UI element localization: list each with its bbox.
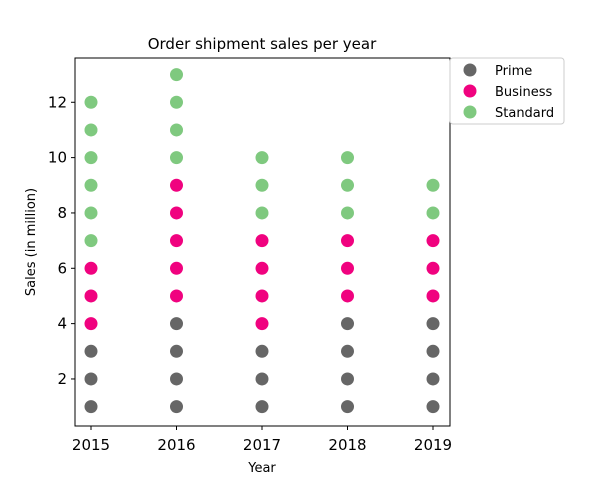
data-point-standard	[84, 123, 98, 137]
data-point-business	[255, 234, 269, 248]
x-tick-label: 2015	[72, 436, 110, 454]
x-axis-title: Year	[247, 461, 276, 476]
data-point-business	[84, 289, 98, 303]
legend-frame	[449, 57, 565, 125]
data-point-prime	[426, 400, 440, 414]
data-point-prime	[170, 400, 183, 414]
data-point-standard	[170, 151, 183, 165]
data-point-prime	[170, 317, 183, 331]
data-point-prime	[84, 400, 98, 414]
data-point-prime	[426, 317, 440, 331]
data-point-prime	[426, 372, 440, 386]
data-point-business	[170, 206, 183, 220]
data-point-business	[341, 261, 354, 275]
legend-label-prime: Prime	[495, 64, 532, 79]
data-point-prime	[84, 344, 98, 358]
y-axis: 2 4 6 8 10 12	[48, 93, 75, 388]
data-point-standard	[84, 234, 98, 248]
chart-title: Order shipment sales per year	[148, 35, 377, 53]
data-point-business	[170, 289, 183, 303]
data-point-standard	[84, 206, 98, 220]
data-point-business	[170, 261, 183, 275]
data-point-business	[170, 234, 183, 248]
data-point-standard	[426, 206, 440, 220]
data-point-prime	[255, 400, 269, 414]
data-point-business	[426, 289, 440, 303]
y-tick-label: 2	[57, 370, 67, 388]
data-point-standard	[84, 178, 98, 192]
x-tick-label: 2019	[414, 436, 452, 454]
y-tick-label: 12	[48, 93, 67, 111]
data-point-standard	[341, 151, 354, 165]
data-point-standard	[84, 151, 98, 165]
legend-label-standard: Standard	[495, 106, 554, 121]
data-point-standard	[170, 123, 183, 137]
plot-area	[84, 68, 440, 414]
legend: Prime Business Standard	[449, 57, 565, 125]
data-point-prime	[341, 344, 354, 358]
data-point-standard	[170, 95, 183, 109]
data-point-standard	[255, 151, 269, 165]
data-point-prime	[84, 372, 98, 386]
x-tick-label: 2016	[157, 436, 195, 454]
x-axis: 2015 2016 2017 2018 2019	[72, 426, 452, 454]
legend-label-business: Business	[495, 85, 553, 100]
data-point-business	[426, 261, 440, 275]
data-point-prime	[170, 372, 183, 386]
data-point-business	[341, 234, 354, 248]
data-point-standard	[255, 178, 269, 192]
legend-marker-business	[463, 84, 477, 98]
data-point-business	[255, 317, 269, 331]
data-point-prime	[255, 344, 269, 358]
y-tick-label: 8	[57, 204, 67, 222]
data-point-business	[170, 178, 183, 192]
data-point-business	[84, 317, 98, 331]
data-point-standard	[170, 68, 183, 82]
y-tick-label: 6	[57, 259, 67, 277]
data-point-standard	[255, 206, 269, 220]
x-tick-label: 2017	[243, 436, 281, 454]
legend-marker-standard	[463, 105, 477, 119]
data-point-prime	[341, 317, 354, 331]
y-axis-title: Sales (in million)	[24, 188, 39, 296]
data-point-prime	[170, 344, 183, 358]
data-point-business	[426, 234, 440, 248]
data-point-prime	[341, 372, 354, 386]
data-point-standard	[341, 206, 354, 220]
x-tick-label: 2018	[328, 436, 366, 454]
legend-marker-prime	[463, 63, 477, 77]
data-point-prime	[255, 372, 269, 386]
data-point-business	[341, 289, 354, 303]
data-point-standard	[84, 95, 98, 109]
y-tick-label: 10	[48, 149, 67, 167]
data-point-prime	[341, 400, 354, 414]
data-point-business	[255, 261, 269, 275]
data-point-business	[255, 289, 269, 303]
data-point-prime	[426, 344, 440, 358]
data-point-standard	[341, 178, 354, 192]
data-point-standard	[426, 178, 440, 192]
y-tick-label: 4	[57, 315, 67, 333]
data-point-business	[84, 261, 98, 275]
